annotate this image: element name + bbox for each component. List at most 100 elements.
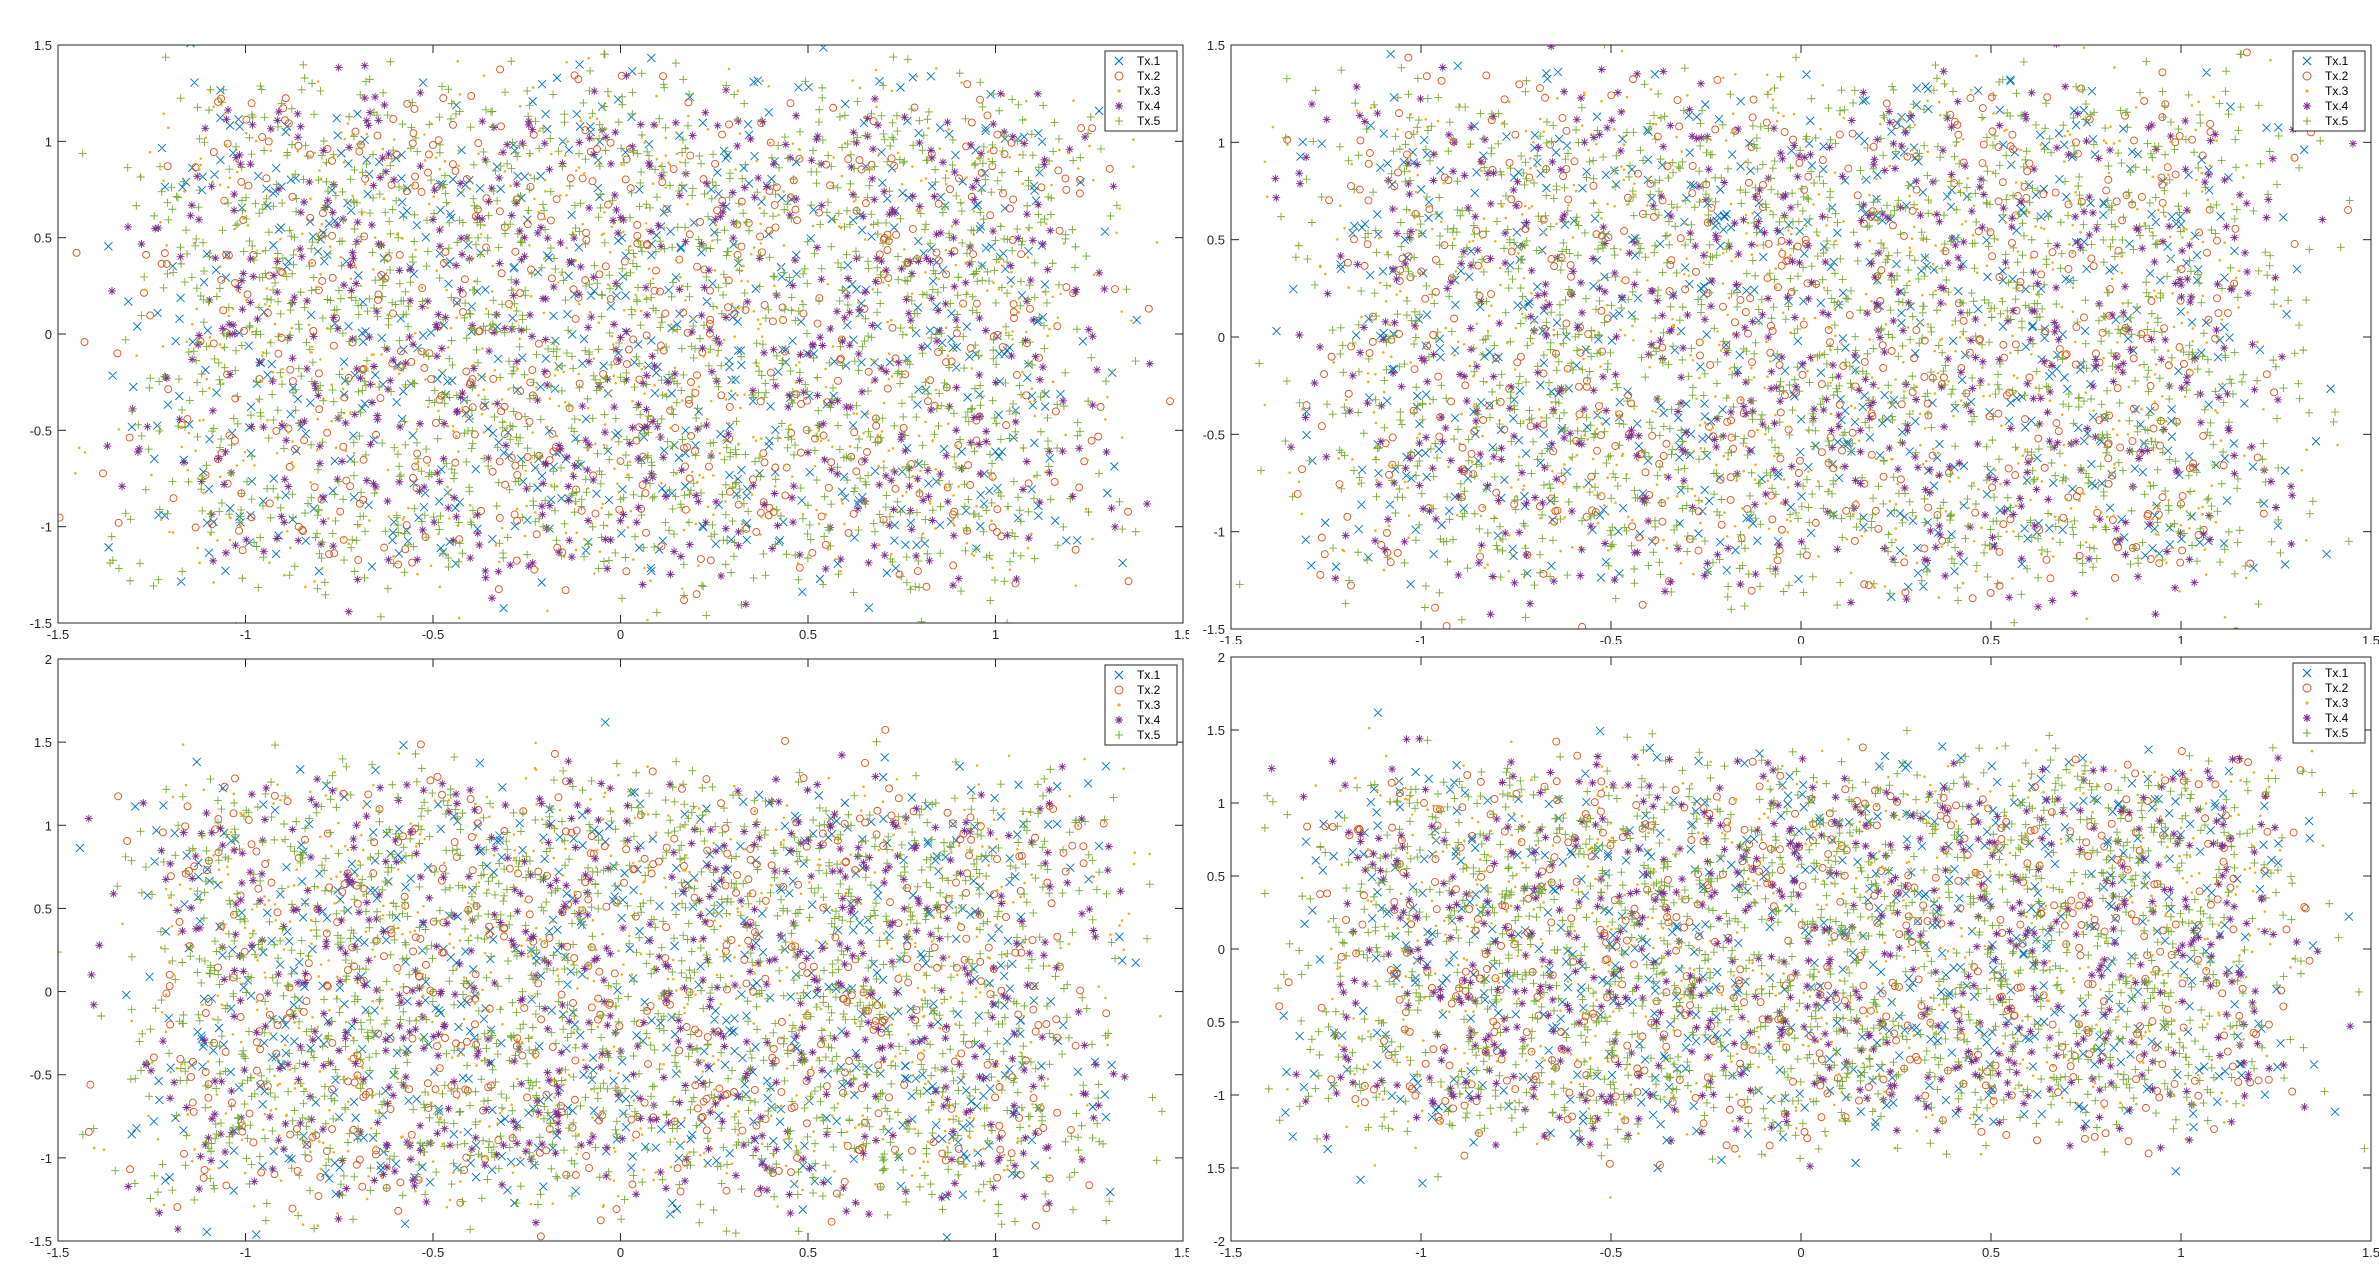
- x-tick-label: 1: [992, 1245, 999, 1260]
- legend-label: Tx.2: [2325, 681, 2349, 695]
- y-tick-label: 0.5: [34, 231, 52, 246]
- legend-label: Tx.1: [1137, 54, 1161, 68]
- x-tick-label: 0: [1797, 633, 1804, 644]
- series-markers: [1271, 45, 2357, 619]
- legend-marker: [1114, 685, 1124, 695]
- legend: Tx.1Tx.2Tx.3Tx.4Tx.5: [1104, 664, 1178, 746]
- legend-marker: [1115, 716, 1123, 724]
- y-tick-label: 0: [45, 327, 52, 342]
- y-tick-label: -2: [1213, 1234, 1225, 1249]
- legend-label: Tx.4: [1137, 99, 1161, 113]
- legend-marker: [1114, 670, 1124, 680]
- chart-svg: -1.5 -1 -0.5 0 0.5 1 1.5 -1.5 -1 -0.5 0 0.5 1 1.5 Tx.1…: [1203, 38, 2379, 644]
- x-tick-label: 0: [617, 1245, 624, 1260]
- x-tick-label: 0: [617, 627, 624, 642]
- legend: Tx.1Tx.2Tx.3Tx.4Tx.5: [2292, 50, 2366, 132]
- y-tick-label: 1.5: [1207, 723, 1225, 738]
- y-tick-label: -0.5: [30, 423, 52, 438]
- series-tx-5: [58, 737, 1166, 1241]
- scatter-points: [1235, 45, 2357, 629]
- legend-marker: [2305, 89, 2309, 93]
- legend-label: Tx.4: [2325, 711, 2349, 725]
- legend-label: Tx.2: [1137, 69, 1161, 83]
- chart-panel-1: -1.5 -1 -0.5 0 0.5 1 1.5 -1.5 -1 -0.5 0 0.5 1 1.5 Tx.1…: [0, 0, 1189, 644]
- legend-label: Tx.1: [1137, 668, 1161, 682]
- x-tick-label: -1: [1415, 1245, 1427, 1260]
- legend-label: Tx.4: [2325, 99, 2349, 113]
- chart-panel-3: -1.5 -1 -0.5 0 0.5 1 1.5 -1.5 -1 -0.5 0 0.5 1 1.5 2 Tx.…: [0, 644, 1189, 1288]
- legend-label: Tx.2: [1137, 683, 1161, 697]
- scatter-points: [58, 718, 1166, 1241]
- y-tick-label: 1.5: [1207, 38, 1225, 53]
- y-tick-label: 1.5: [34, 38, 52, 53]
- series-tx-4: [84, 751, 1129, 1234]
- x-tick-label: 1.5: [1174, 1245, 1189, 1260]
- legend-label: Tx.5: [2325, 114, 2349, 128]
- y-tick-label: 2: [45, 652, 52, 667]
- series-markers: [1267, 734, 2355, 1171]
- y-tick-label: 1.5: [34, 735, 52, 750]
- legend-marker: [1114, 71, 1124, 81]
- chart-svg: -1.5 -1 -0.5 0 0.5 1 1.5 -1.5 -1 -0.5 0 0.5 1 1.5 Tx.1…: [30, 38, 1189, 642]
- x-tick-label: -1.5: [47, 1245, 69, 1260]
- series-tx-2: [58, 65, 1174, 604]
- chart-svg: -1.5 -1 -0.5 0 0.5 1 1.5 -2 1.5 -1 0.5 0 0.5 1 1.5 2 Tx.…: [1207, 650, 2379, 1260]
- legend-label: Tx.1: [2325, 666, 2349, 680]
- series-markers: [1279, 708, 2354, 1188]
- legend-label: Tx.5: [1137, 728, 1161, 742]
- y-tick-label: 0.5: [1207, 1015, 1225, 1030]
- x-tick-label: 0.5: [799, 627, 817, 642]
- series-markers: [78, 50, 1140, 623]
- scatter-points: [58, 45, 1174, 623]
- legend: Tx.1Tx.2Tx.3Tx.4Tx.5: [2292, 662, 2366, 744]
- y-tick-label: 1: [1218, 135, 1225, 150]
- x-tick-label: -1: [240, 1245, 252, 1260]
- y-tick-label: 0.5: [1207, 233, 1225, 248]
- legend-marker: [2302, 56, 2312, 66]
- y-tick-label: 1: [45, 818, 52, 833]
- x-tick-label: -0.5: [1600, 633, 1622, 644]
- series-tx-4: [1271, 45, 2357, 619]
- x-tick-label: 1: [2177, 633, 2184, 644]
- chart-panel-2: -1.5 -1 -0.5 0 0.5 1 1.5 -1.5 -1 -0.5 0 0.5 1 1.5 Tx.1…: [1189, 0, 2379, 644]
- legend-marker: [2303, 729, 2311, 737]
- series-tx-4: [1267, 734, 2355, 1171]
- legend-marker: [1114, 56, 1124, 66]
- series-markers: [104, 45, 1141, 613]
- legend-label: Tx.5: [1137, 114, 1161, 128]
- y-tick-label: -0.5: [30, 1068, 52, 1083]
- series-markers: [103, 61, 1154, 623]
- y-tick-label: -1: [40, 1151, 52, 1166]
- legend-marker: [2303, 102, 2311, 110]
- legend-label: Tx.3: [2325, 696, 2349, 710]
- y-tick-label: 0.5: [1207, 869, 1225, 884]
- x-tick-label: -0.5: [422, 627, 444, 642]
- series-tx-1: [104, 45, 1141, 613]
- x-tick-label: -1.5: [47, 627, 69, 642]
- y-tick-label: -1.5: [1203, 622, 1225, 637]
- y-tick-label: 2: [1218, 650, 1225, 665]
- chart-panel-4: -1.5 -1 -0.5 0 0.5 1 1.5 -2 1.5 -1 0.5 0 0.5 1 1.5 2 Tx.…: [1189, 644, 2379, 1288]
- series-tx-3: [1286, 726, 2325, 1199]
- y-tick-label: 0: [45, 985, 52, 1000]
- legend: Tx.1Tx.2Tx.3Tx.4Tx.5: [1104, 50, 1178, 132]
- legend-label: Tx.4: [1137, 713, 1161, 727]
- series-tx-2: [84, 725, 1111, 1241]
- y-tick-label: -1: [1213, 1088, 1225, 1103]
- x-tick-label: 1.5: [1174, 627, 1189, 642]
- series-tx-3: [1263, 46, 2339, 621]
- x-tick-label: 0.5: [1982, 1245, 2000, 1260]
- legend-marker: [2305, 701, 2309, 705]
- series-markers: [58, 737, 1166, 1241]
- legend-marker: [2303, 117, 2311, 125]
- series-tx-2: [1283, 48, 2353, 629]
- series-tx-3: [92, 741, 1162, 1227]
- x-tick-label: -1: [1415, 633, 1427, 644]
- legend-label: Tx.3: [1137, 698, 1161, 712]
- legend-marker: [1117, 703, 1121, 707]
- legend-marker: [1115, 102, 1123, 110]
- y-tick-label: -1.5: [30, 1234, 52, 1249]
- x-tick-label: -0.5: [1600, 1245, 1622, 1260]
- series-markers: [84, 751, 1129, 1234]
- x-tick-label: 0: [1797, 1245, 1804, 1260]
